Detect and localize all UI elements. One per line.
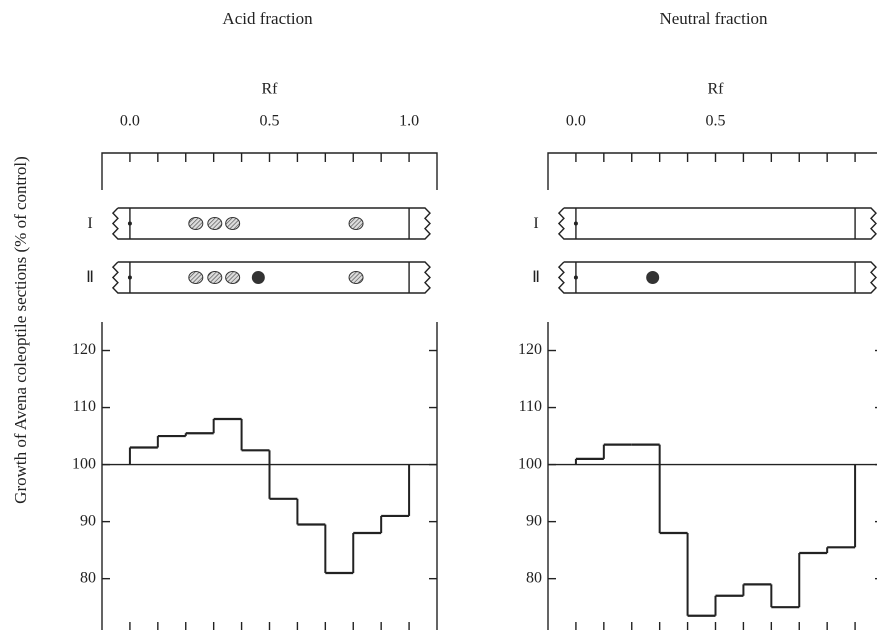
spot [188, 271, 204, 284]
spot [646, 271, 660, 284]
strip-label: I [533, 215, 538, 232]
spot [251, 271, 265, 284]
chromatogram-strip [111, 207, 431, 240]
y-tick-label: 100 [72, 455, 96, 472]
origin-dot [127, 221, 132, 226]
x-axis-label: Rf [708, 81, 725, 98]
spot [188, 217, 204, 230]
y-tick-label: 100 [518, 455, 542, 472]
x-axis-label: Rf [262, 81, 279, 98]
origin-dot [573, 275, 578, 280]
x-tick-label: 1.0 [399, 113, 419, 130]
spot [348, 271, 364, 284]
origin-dot [127, 275, 132, 280]
y-tick-label: 90 [526, 512, 542, 529]
chromatogram-strip [557, 207, 877, 240]
spot [225, 271, 241, 284]
y-axis-label: Growth of Avena coleoptile sections (% o… [11, 156, 30, 504]
y-tick-label: 110 [519, 398, 542, 415]
y-tick-label: 110 [73, 398, 96, 415]
chromatogram-strip [111, 261, 431, 294]
x-tick-label: 0.5 [706, 113, 726, 130]
y-tick-label: 80 [526, 569, 542, 586]
y-tick-label: 120 [72, 341, 96, 358]
strip-label: Ⅱ [86, 269, 94, 286]
x-tick-label: 0.0 [120, 113, 140, 130]
spot [348, 217, 364, 230]
panel-title: Neutral fraction [659, 9, 768, 28]
y-tick-label: 80 [80, 569, 96, 586]
spot [207, 271, 223, 284]
y-tick-label: 120 [518, 341, 542, 358]
chromatogram-strip [557, 261, 877, 294]
spot [207, 217, 223, 230]
y-tick-label: 90 [80, 512, 96, 529]
x-tick-label: 0.5 [260, 113, 280, 130]
strip-label: Ⅱ [532, 269, 540, 286]
origin-dot [573, 221, 578, 226]
strip-label: I [87, 215, 92, 232]
spot [225, 217, 241, 230]
panel-title: Acid fraction [222, 9, 313, 28]
x-tick-label: 0.0 [566, 113, 586, 130]
